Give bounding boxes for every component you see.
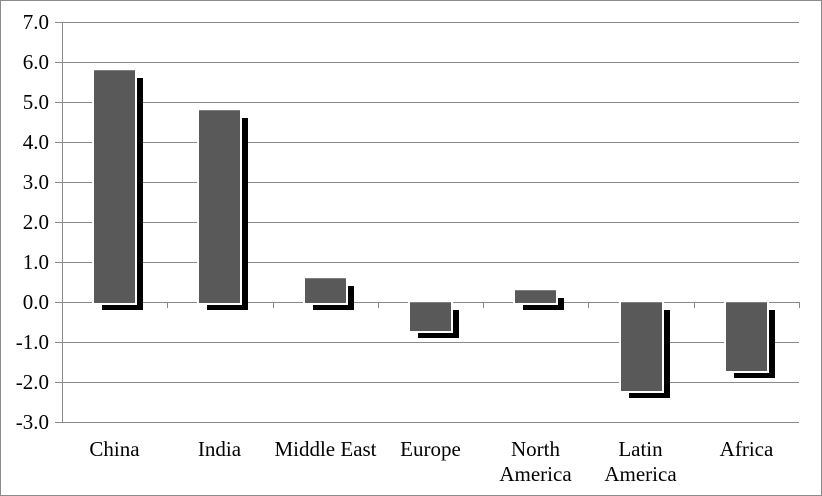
- bar-africa: [724, 300, 769, 373]
- gridline: [62, 422, 799, 423]
- y-tick-label: 7.0: [22, 10, 49, 34]
- y-axis-tick: [55, 102, 62, 103]
- category-tick: [62, 302, 63, 308]
- gridline: [62, 62, 799, 63]
- y-tick-label: 1.0: [22, 250, 49, 274]
- category-tick: [273, 302, 274, 308]
- y-axis-tick: [55, 382, 62, 383]
- y-tick-label: 5.0: [22, 90, 49, 114]
- y-tick-label: 2.0: [22, 210, 49, 234]
- bar-middle-east: [303, 276, 348, 305]
- category-tick: [588, 302, 589, 308]
- y-axis-tick: [55, 342, 62, 343]
- x-category-label: Latin America: [604, 437, 677, 486]
- y-axis-tick: [55, 62, 62, 63]
- y-axis-tick: [55, 22, 62, 23]
- x-category-label: India: [197, 437, 242, 461]
- bar-north-america: [513, 288, 558, 305]
- y-tick-label: 4.0: [22, 130, 49, 154]
- gridline: [62, 382, 799, 383]
- gridline: [62, 142, 799, 143]
- gridline: [62, 182, 799, 183]
- category-tick: [167, 302, 168, 308]
- y-tick-label: 3.0: [22, 170, 49, 194]
- y-axis-tick: [55, 422, 62, 423]
- x-category-label: China: [89, 437, 140, 461]
- category-tick: [799, 302, 800, 308]
- y-axis-line: [62, 22, 63, 422]
- x-category-label: North America: [499, 437, 572, 486]
- y-axis-tick: [55, 142, 62, 143]
- bar-china: [92, 68, 137, 305]
- y-axis-tick: [55, 302, 62, 303]
- y-tick-label: -1.0: [15, 330, 49, 354]
- y-tick-label: 6.0: [22, 50, 49, 74]
- gridline: [62, 342, 799, 343]
- y-axis-tick: [55, 222, 62, 223]
- bar-latin-america: [619, 300, 664, 393]
- x-category-label: Europe: [400, 437, 461, 461]
- category-tick: [378, 302, 379, 308]
- bar-india: [197, 108, 242, 305]
- y-tick-label: 0.0: [22, 290, 49, 314]
- y-axis-tick: [55, 182, 62, 183]
- category-tick: [694, 302, 695, 308]
- x-category-label: Middle East: [274, 437, 377, 461]
- bar-europe: [408, 300, 453, 333]
- x-category-label: Africa: [719, 437, 774, 461]
- y-tick-label: -2.0: [15, 370, 49, 394]
- gridline: [62, 22, 799, 23]
- category-tick: [483, 302, 484, 308]
- gridline: [62, 262, 799, 263]
- gridline: [62, 222, 799, 223]
- y-axis-tick: [55, 262, 62, 263]
- y-tick-label: -3.0: [15, 410, 49, 434]
- gridline: [62, 102, 799, 103]
